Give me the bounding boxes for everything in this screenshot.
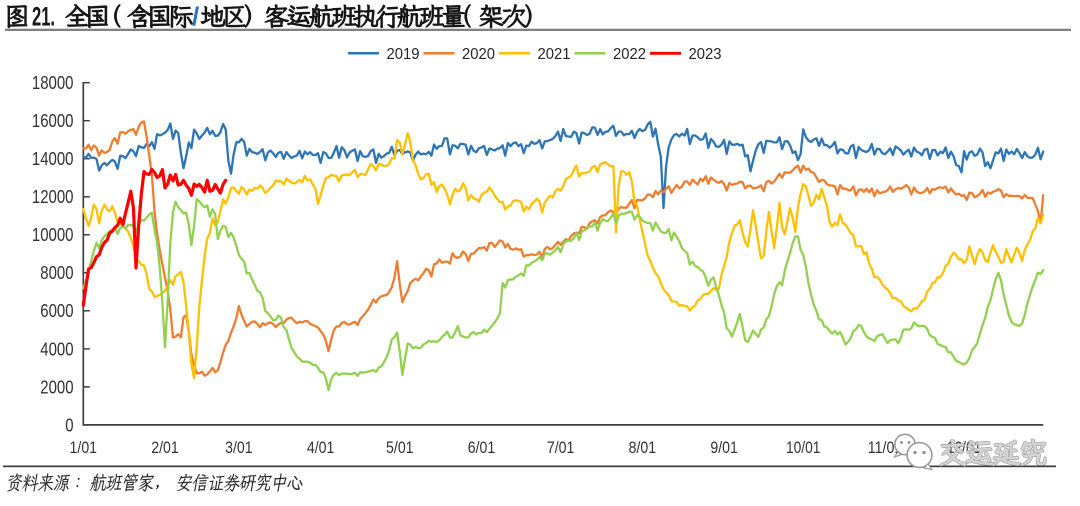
svg-text:6000: 6000 xyxy=(40,301,73,321)
svg-text:2023: 2023 xyxy=(689,46,722,63)
svg-text:9/01: 9/01 xyxy=(710,439,738,457)
svg-text:2021: 2021 xyxy=(538,46,571,63)
svg-text:4/01: 4/01 xyxy=(307,439,335,457)
svg-text:2022: 2022 xyxy=(613,46,646,63)
svg-text:10/01: 10/01 xyxy=(786,439,821,457)
svg-text:16000: 16000 xyxy=(32,111,74,131)
svg-text:2/01: 2/01 xyxy=(151,439,179,457)
svg-text:5/01: 5/01 xyxy=(386,439,414,457)
svg-text:21.: 21. xyxy=(32,2,55,32)
svg-text:2000: 2000 xyxy=(40,377,73,397)
svg-text:2019: 2019 xyxy=(387,46,420,63)
svg-text:/: / xyxy=(192,2,199,32)
svg-text:4000: 4000 xyxy=(40,339,73,359)
svg-text:10000: 10000 xyxy=(32,225,74,245)
svg-text:3/01: 3/01 xyxy=(225,439,253,457)
svg-text:2020: 2020 xyxy=(462,46,495,63)
svg-text:11/01: 11/01 xyxy=(868,439,903,457)
svg-text:12000: 12000 xyxy=(32,187,74,207)
svg-text:0: 0 xyxy=(65,415,73,435)
svg-text:8000: 8000 xyxy=(40,263,73,283)
svg-text:7/01: 7/01 xyxy=(547,439,575,457)
svg-text:14000: 14000 xyxy=(32,149,74,169)
svg-text:1/01: 1/01 xyxy=(70,439,98,457)
svg-text:8/01: 8/01 xyxy=(629,439,657,457)
svg-text:6/01: 6/01 xyxy=(468,439,496,457)
svg-text:18000: 18000 xyxy=(32,73,74,93)
